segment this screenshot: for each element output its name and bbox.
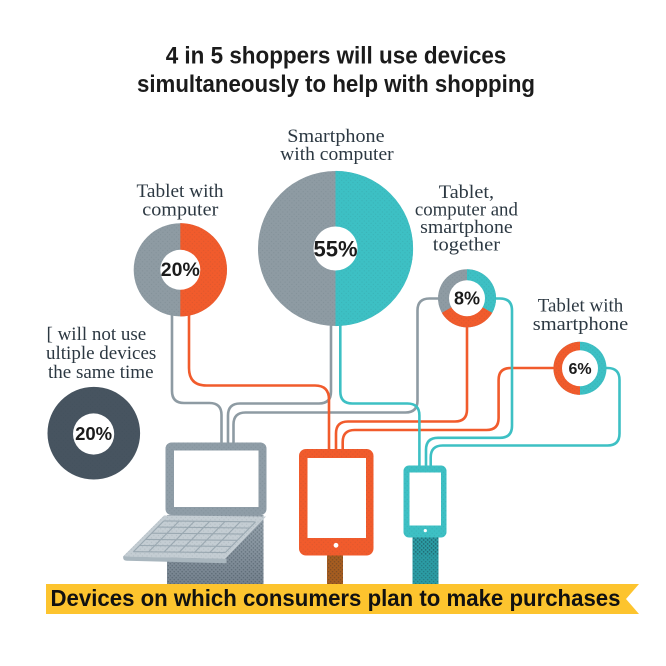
svg-text:computer and: computer and [415, 200, 518, 221]
svg-text:computer: computer [142, 200, 219, 221]
svg-text:smartphone: smartphone [533, 314, 629, 335]
svg-text:together: together [433, 234, 501, 255]
svg-text:6%: 6% [568, 361, 591, 378]
svg-text:with computer: with computer [280, 144, 394, 165]
svg-text:[ will not use: [ will not use [47, 324, 147, 345]
svg-text:Tablet with: Tablet with [137, 181, 225, 202]
svg-text:the same time: the same time [48, 362, 154, 383]
svg-text:20%: 20% [75, 423, 112, 444]
svg-text:simultaneously to help with sh: simultaneously to help with shopping [137, 71, 535, 98]
svg-text:smartphone: smartphone [420, 217, 513, 238]
svg-text:Devices on which consumers pla: Devices on which consumers plan to make … [51, 585, 621, 611]
svg-text:4 in 5 shoppers will use devic: 4 in 5 shoppers will use devices [166, 43, 507, 70]
svg-text:8%: 8% [454, 289, 480, 309]
svg-text:55%: 55% [313, 237, 357, 262]
svg-text:Tablet,: Tablet, [439, 182, 494, 203]
svg-text:ultiple devices: ultiple devices [46, 343, 156, 364]
svg-text:20%: 20% [161, 259, 200, 281]
svg-text:Smartphone: Smartphone [287, 126, 384, 147]
svg-text:Tablet with: Tablet with [538, 296, 624, 317]
